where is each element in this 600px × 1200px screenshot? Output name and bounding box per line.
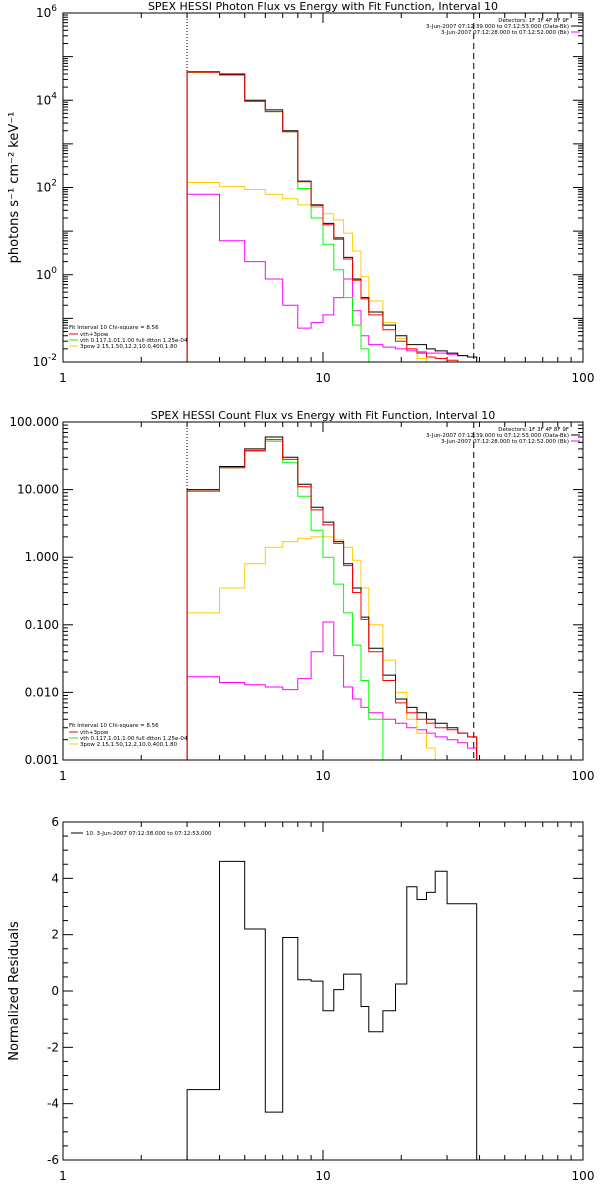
legend-fit-item: 3pow 2.15,1.50,12.2,10.0,400,1.80 [80,742,178,748]
x-tick-label: 1 [59,769,67,783]
series-3pow [186,536,448,760]
y-tick-label: 0.010 [25,685,59,699]
legend-detectors: Detectors: 1F 3F 4F 8F 9F [498,18,569,24]
y-tick-label: 4 [51,871,59,885]
series-bk [186,621,478,760]
series-vth-3pow [186,439,478,760]
plot-frame [62,12,584,363]
y-tick-label: 1.000 [25,550,59,564]
legend-fit-item: vth 0.117,1.01,1.00 full dtton 1.25e-04 [80,736,188,742]
legend-fit-item: 3pow 2.15,1.50,12.2,10.0,400,1.80 [80,344,178,350]
legend-fit-item: vth 0.117,1.01,1.00 full dtton 1.25e-04 [80,338,188,344]
series-data-bk [186,71,478,362]
legend-fit-item: vth+3pow [80,730,109,736]
series-3pow [186,182,427,362]
legend-residual: 10. 3-Jun-2007 07:12:38.000 to 07:12:53.… [86,831,212,837]
x-tick-label: 10 [315,1169,330,1183]
y-tick-label: 0.001 [25,753,59,767]
y-tick-label: -2 [47,1040,59,1054]
x-tick-label: 100 [572,769,595,783]
y-tick-label: 0 [51,984,59,998]
legend-fit-interval: Fit Interval 10 Chi-square = 8.56 [69,325,159,331]
x-tick-label: 1 [59,1169,67,1183]
legend-bk-interval: 3-Jun-2007 07:12:28.000 to 07:12:52.000 … [441,439,569,445]
y-tick-label: 100.000 [9,415,59,429]
y-axis-label: Normalized Residuals [7,921,22,1061]
legend-data-interval: 3-Jun-2007 07:12:39.000 to 07:12:53.000 … [426,24,569,30]
x-tick-label: 10 [315,769,330,783]
legend-data-interval: 3-Jun-2007 07:12:39.000 to 07:12:53.000 … [426,433,569,439]
series-bk [186,193,478,362]
y-tick-label: 100 [36,266,57,282]
legend-bk-interval: 3-Jun-2007 07:12:28.000 to 07:12:52.000 … [441,30,569,36]
y-tick-label: 0.100 [25,618,59,632]
chart-title: SPEX HESSI Count Flux vs Energy with Fit… [151,409,495,422]
chart-panel-1: SPEX HESSI Photon Flux vs Energy with Fi… [7,0,594,385]
series-residuals [186,860,478,1160]
y-tick-label: 10-2 [33,353,57,369]
x-tick-label: 100 [572,1169,595,1183]
y-tick-label: 102 [36,179,57,195]
x-tick-label: 1 [59,371,67,385]
y-axis-label: photons s⁻¹ cm⁻² keV⁻¹ [7,112,22,264]
legend-fit-item: vth+3pow [80,332,109,338]
chart-title: SPEX HESSI Photon Flux vs Energy with Fi… [148,0,498,13]
plot-frame [62,421,584,761]
series-vth-3pow [186,71,478,362]
series-vth [186,440,396,760]
y-tick-label: 106 [36,4,57,20]
plot-frame [62,821,584,1161]
series-data-bk [186,436,478,760]
y-tick-label: -4 [47,1097,59,1111]
legend-detectors: Detectors: 1F 3F 4F 8F 9F [498,427,569,433]
y-tick-label: 6 [51,815,59,829]
x-tick-label: 10 [315,371,330,385]
chart-panel-3: 1 10 100 -6 -4 -2 0 2 4 6 Normalized Residuals 10. … [7,815,594,1183]
y-tick-label: -6 [47,1153,59,1167]
y-tick-label: 104 [36,91,57,107]
y-tick-label: 2 [51,928,59,942]
x-tick-label: 100 [572,371,595,385]
legend-fit-interval: Fit Interval 10 Chi-square = 8.56 [69,723,159,729]
y-tick-label: 10.000 [17,483,59,497]
chart-panel-2: SPEX HESSI Count Flux vs Energy with Fit… [9,409,594,783]
